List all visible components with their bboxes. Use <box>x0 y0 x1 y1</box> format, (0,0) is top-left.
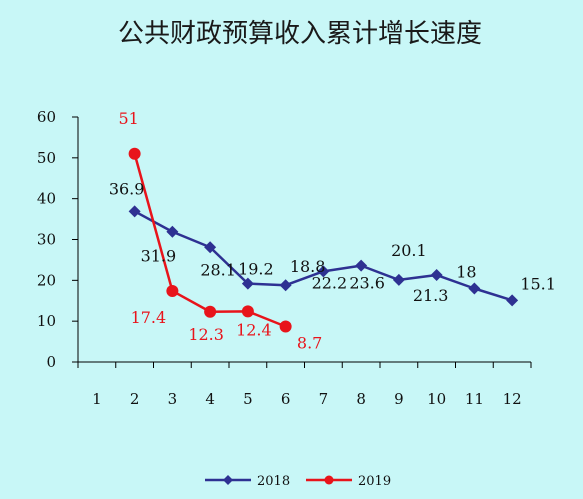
data-point-2019 <box>279 320 292 333</box>
data-point-2019 <box>241 305 254 318</box>
data-point-2018 <box>355 259 368 272</box>
y-tick-label: 40 <box>37 190 56 208</box>
y-tick-label: 0 <box>46 353 56 371</box>
data-label-2018: 18 <box>456 263 476 282</box>
x-tick-label: 10 <box>427 390 446 408</box>
y-tick-label: 10 <box>37 312 56 330</box>
data-label-2018: 21.3 <box>413 286 449 305</box>
chart-data-labels: 36.9 31.9 28.1 19.2 18.822.2 23.6 20.1 21.3 18 15… <box>109 109 556 353</box>
x-tick-label: 9 <box>394 390 404 408</box>
x-tick-label: 1 <box>92 390 102 408</box>
data-label-2018: 36.9 <box>109 179 145 198</box>
legend-label-2019: 2019 <box>358 474 391 489</box>
data-point-2018 <box>204 241 217 254</box>
chart-series <box>128 147 519 333</box>
data-point-2018 <box>468 282 481 295</box>
data-label-2019: 17.4 <box>131 308 167 327</box>
data-point-2019 <box>204 305 217 318</box>
y-tick-label: 50 <box>37 149 56 167</box>
data-label-2018: 15.1 <box>520 274 556 293</box>
x-tick-label: 2 <box>130 390 140 408</box>
data-label-2019: 12.3 <box>188 325 224 344</box>
data-point-2018 <box>430 269 443 282</box>
y-tick-label: 20 <box>37 271 56 289</box>
x-tick-label: 3 <box>168 390 178 408</box>
data-label-2018: 19.2 <box>238 260 274 279</box>
legend-marker-2018 <box>223 475 233 485</box>
x-tick-label: 5 <box>243 390 253 408</box>
x-tick-label: 6 <box>281 390 291 408</box>
x-tick-label: 8 <box>356 390 366 408</box>
x-tick-label: 12 <box>503 390 522 408</box>
data-point-2018 <box>506 294 519 307</box>
x-tick-label: 11 <box>465 390 484 408</box>
x-tick-label: 4 <box>205 390 215 408</box>
data-point-2018 <box>166 225 179 238</box>
data-label-2019: 12.4 <box>236 320 272 339</box>
chart-title: 公共财政预算收入累计增长速度 <box>118 19 482 49</box>
data-point-2018 <box>279 279 292 292</box>
data-label-2018: 20.1 <box>391 241 427 260</box>
data-label-2018: 28.1 <box>200 260 236 279</box>
data-label-2019: 51 <box>118 109 138 128</box>
y-tick-label: 30 <box>37 231 56 249</box>
data-point-2019 <box>166 284 179 297</box>
x-tick-label: 7 <box>319 390 329 408</box>
series-line-2019 <box>133 153 287 328</box>
data-label-2018: 31.9 <box>141 247 177 266</box>
data-point-2018 <box>128 205 141 218</box>
data-point-2018 <box>241 277 254 290</box>
data-label-2018: 23.6 <box>349 274 385 293</box>
chart-legend: 2018 2019 <box>205 474 391 489</box>
data-point-2019 <box>128 147 141 160</box>
y-tick-label: 60 <box>37 108 56 126</box>
data-point-2018 <box>392 273 405 286</box>
data-point-2018 <box>317 265 330 278</box>
data-label-2018: 18.8 <box>290 257 326 276</box>
data-label-2019: 8.7 <box>297 333 322 352</box>
data-label-2018: 22.2 <box>312 273 348 292</box>
legend-marker-2019 <box>324 475 334 485</box>
legend-label-2018: 2018 <box>257 474 290 489</box>
